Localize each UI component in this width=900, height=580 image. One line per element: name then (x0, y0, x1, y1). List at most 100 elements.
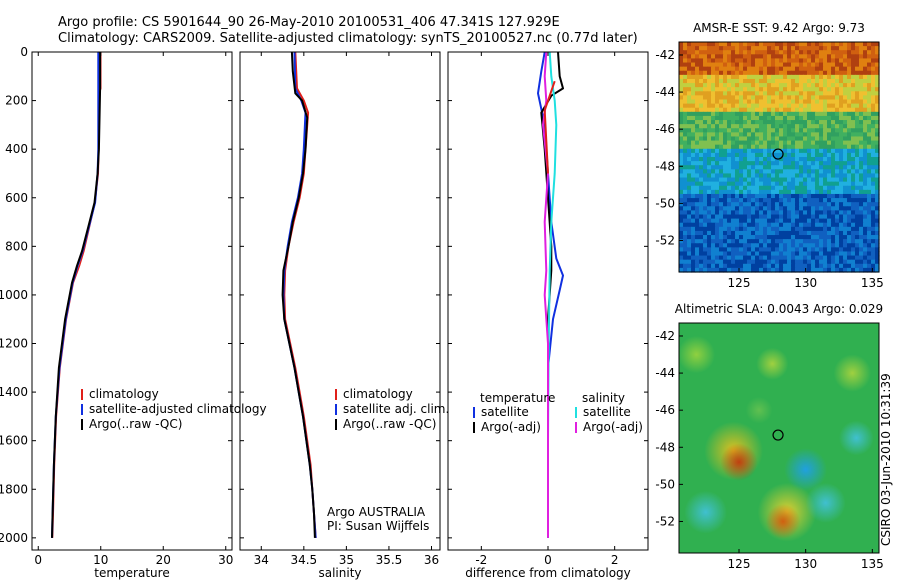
sst-cell (743, 157, 748, 162)
sst-cell (811, 230, 816, 236)
sst-cell (727, 239, 732, 244)
sst-cell (695, 148, 700, 154)
legend-entry-sal-2: Argo(..raw -QC) (343, 417, 436, 431)
sst-cell (687, 70, 692, 76)
sst-cell (735, 165, 740, 170)
sst-cell (779, 259, 784, 265)
sst-cell (843, 66, 848, 72)
sst-cell (687, 247, 692, 253)
sst-cell (795, 78, 800, 84)
sst-cell (687, 91, 692, 96)
sst-cell (827, 128, 832, 133)
sst-cell (751, 206, 756, 211)
sst-cell (731, 259, 736, 265)
sst-cell (711, 235, 716, 240)
sst-cell (699, 161, 704, 166)
sst-cell (831, 78, 836, 84)
sst-cell (687, 218, 692, 224)
sst-cell (867, 83, 872, 88)
sst-cell (831, 161, 836, 166)
x-axis-label-temp: temperature (94, 566, 169, 580)
sst-cell (719, 173, 724, 179)
sst-cell (831, 185, 836, 191)
sst-cell (723, 169, 728, 175)
sst-cell (735, 243, 740, 248)
sst-cell (763, 46, 768, 51)
sst-cell (751, 115, 756, 121)
sst-cell (719, 198, 724, 203)
sst-cell (823, 128, 828, 133)
sst-cell (795, 54, 800, 60)
sst-cell (871, 173, 876, 179)
sst-cell (859, 157, 864, 162)
sst-cell (835, 46, 840, 51)
sst-cell (843, 115, 848, 121)
sst-cell (687, 255, 692, 261)
sst-cell (707, 239, 712, 244)
sst-cell (739, 206, 744, 211)
sst-cell (743, 120, 748, 125)
sst-cell (791, 91, 796, 96)
legend-entry-sal-1: satellite adj. clim. (343, 402, 449, 416)
sst-cell (711, 259, 716, 265)
sst-cell (851, 169, 856, 175)
sst-cell (771, 74, 776, 80)
sst-cell (683, 243, 688, 248)
sst-cell (843, 58, 848, 64)
sst-cell (727, 193, 732, 199)
sst-cell (811, 70, 816, 76)
sst-cell (699, 87, 704, 92)
sst-cell (767, 144, 772, 150)
sst-cell (703, 124, 708, 129)
sst-cell (827, 222, 832, 228)
sst-cell (727, 103, 732, 109)
sst-cell (871, 140, 876, 146)
sst-cell (731, 132, 736, 138)
sst-cell (803, 103, 808, 109)
sst-cell (763, 124, 768, 129)
sst-cell (803, 50, 808, 55)
sst-cell (775, 115, 780, 121)
sst-cell (819, 173, 824, 179)
sst-cell (739, 42, 744, 47)
sst-cell (803, 46, 808, 51)
sst-cell (847, 263, 852, 269)
sst-cell (687, 251, 692, 257)
sst-cell (783, 103, 788, 109)
y-tick-label-0: 0 (20, 45, 28, 59)
sst-cell (743, 103, 748, 109)
sst-cell (775, 103, 780, 109)
sst-cell (775, 140, 780, 146)
sst-cell (779, 169, 784, 175)
sst-cell (731, 214, 736, 220)
sst-cell (855, 177, 860, 183)
sst-cell (771, 181, 776, 187)
sst-cell (735, 157, 740, 162)
sst-cell (819, 99, 824, 105)
sst-cell (703, 214, 708, 220)
sst-cell (691, 210, 696, 216)
sst-cell (715, 78, 720, 84)
sst-cell (803, 259, 808, 265)
sst-cell (727, 124, 732, 129)
sst-cell (859, 136, 864, 142)
sst-cell (739, 226, 744, 232)
sst-cell (759, 128, 764, 133)
sst-cell (699, 226, 704, 232)
sst-cell (839, 255, 844, 261)
sst-cell (875, 103, 880, 109)
sst-cell (803, 263, 808, 269)
sst-cell (759, 214, 764, 220)
sst-cell (751, 99, 756, 105)
sst-cell (779, 103, 784, 109)
sst-cell (823, 70, 828, 76)
sst-cell (739, 136, 744, 142)
sst-cell (751, 83, 756, 88)
sst-cell (815, 251, 820, 257)
sst-cell (687, 136, 692, 142)
sst-cell (847, 46, 852, 51)
sst-cell (683, 148, 688, 154)
sst-cell (687, 50, 692, 55)
sst-cell (831, 222, 836, 228)
sst-cell (715, 120, 720, 125)
